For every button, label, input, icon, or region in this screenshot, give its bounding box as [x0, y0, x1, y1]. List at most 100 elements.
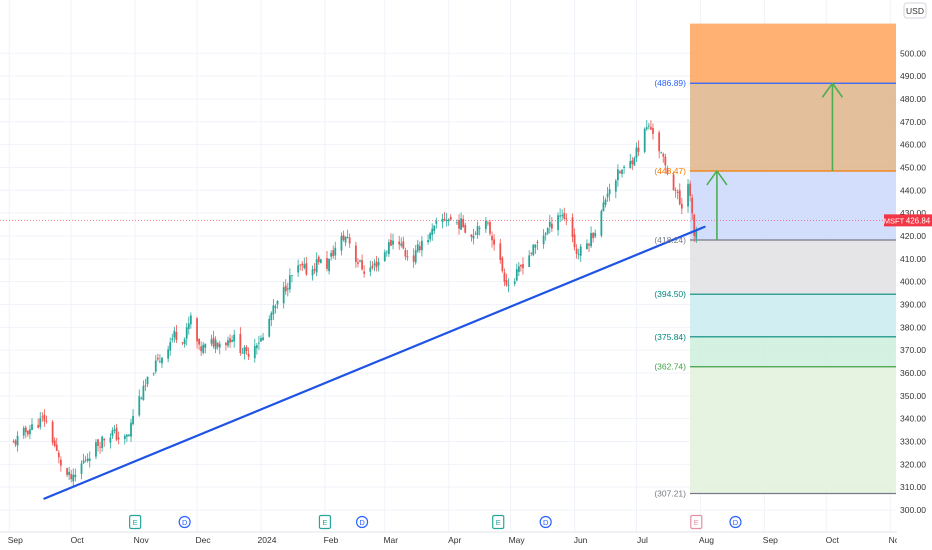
- candle[interactable]: [55, 437, 58, 452]
- event-marker-earnings[interactable]: E: [492, 514, 505, 530]
- candle[interactable]: [616, 164, 619, 187]
- candle[interactable]: [357, 258, 359, 268]
- candle[interactable]: [231, 335, 234, 343]
- candle[interactable]: [342, 230, 345, 242]
- candle[interactable]: [272, 299, 275, 321]
- target-arrows[interactable]: [706, 82, 844, 240]
- candle[interactable]: [649, 120, 652, 130]
- candle[interactable]: [276, 300, 279, 309]
- candle[interactable]: [546, 227, 549, 236]
- support-trendline[interactable]: [43, 225, 706, 500]
- candle[interactable]: [138, 389, 141, 417]
- candle[interactable]: [70, 469, 73, 483]
- candle[interactable]: [528, 250, 531, 268]
- candle[interactable]: [443, 211, 446, 222]
- candle[interactable]: [243, 345, 246, 360]
- candle[interactable]: [183, 337, 186, 348]
- candle[interactable]: [478, 225, 481, 236]
- event-marker-dividend[interactable]: D: [539, 515, 552, 529]
- candle[interactable]: [57, 450, 60, 464]
- candle[interactable]: [678, 183, 681, 206]
- candle[interactable]: [125, 434, 128, 443]
- candle[interactable]: [161, 357, 163, 369]
- candle[interactable]: [592, 232, 595, 243]
- candle[interactable]: [573, 228, 576, 251]
- candle[interactable]: [575, 244, 578, 259]
- candle[interactable]: [458, 214, 460, 235]
- candle[interactable]: [604, 197, 607, 208]
- candle[interactable]: [406, 249, 409, 261]
- candle[interactable]: [476, 221, 479, 239]
- candle[interactable]: [82, 453, 85, 464]
- candle[interactable]: [427, 234, 429, 245]
- candle[interactable]: [128, 433, 130, 437]
- candle[interactable]: [297, 259, 300, 277]
- candle[interactable]: [288, 268, 291, 293]
- candle[interactable]: [645, 120, 648, 131]
- candle[interactable]: [520, 264, 522, 272]
- candle[interactable]: [167, 345, 170, 363]
- candle[interactable]: [123, 434, 126, 445]
- candle[interactable]: [142, 380, 145, 401]
- candle[interactable]: [212, 330, 215, 349]
- candle[interactable]: [204, 343, 207, 354]
- candle[interactable]: [262, 332, 264, 341]
- candle[interactable]: [43, 409, 46, 427]
- candle[interactable]: [88, 451, 91, 468]
- candle[interactable]: [398, 235, 401, 250]
- candle[interactable]: [152, 372, 155, 376]
- candle[interactable]: [474, 231, 477, 236]
- event-marker-earnings-upcoming[interactable]: E: [690, 514, 703, 530]
- candle[interactable]: [658, 130, 661, 159]
- candle[interactable]: [693, 213, 696, 242]
- candle[interactable]: [588, 242, 590, 252]
- candle[interactable]: [418, 241, 421, 253]
- candle[interactable]: [41, 412, 44, 422]
- candle[interactable]: [233, 329, 236, 348]
- candle[interactable]: [387, 239, 390, 257]
- candle[interactable]: [284, 279, 287, 295]
- candle[interactable]: [402, 236, 405, 250]
- candle[interactable]: [14, 439, 17, 447]
- candle[interactable]: [414, 245, 417, 265]
- candle[interactable]: [354, 241, 357, 268]
- candle[interactable]: [532, 244, 535, 257]
- candle[interactable]: [154, 355, 157, 374]
- candle[interactable]: [385, 250, 388, 257]
- candle[interactable]: [390, 233, 392, 247]
- candle[interactable]: [513, 278, 516, 287]
- candle[interactable]: [691, 194, 694, 221]
- candle[interactable]: [26, 430, 29, 437]
- candle[interactable]: [445, 212, 448, 227]
- candle[interactable]: [544, 231, 547, 241]
- candle[interactable]: [689, 180, 691, 202]
- candle[interactable]: [633, 156, 636, 166]
- candle[interactable]: [225, 341, 227, 351]
- candle[interactable]: [29, 424, 31, 439]
- candle[interactable]: [340, 232, 343, 256]
- event-marker-earnings[interactable]: E: [318, 514, 332, 530]
- candle[interactable]: [109, 433, 112, 449]
- candle[interactable]: [534, 244, 537, 254]
- candle[interactable]: [375, 256, 378, 272]
- candle[interactable]: [132, 409, 134, 426]
- candle[interactable]: [255, 343, 258, 355]
- candle[interactable]: [171, 333, 174, 343]
- candle[interactable]: [39, 411, 42, 430]
- candle[interactable]: [214, 336, 217, 354]
- candle[interactable]: [229, 334, 231, 348]
- candle[interactable]: [460, 212, 462, 231]
- candle[interactable]: [348, 233, 351, 248]
- candle[interactable]: [600, 209, 603, 238]
- candle[interactable]: [181, 342, 184, 345]
- candle[interactable]: [635, 142, 638, 163]
- candle[interactable]: [643, 127, 646, 154]
- candle[interactable]: [103, 437, 106, 447]
- candle[interactable]: [542, 229, 545, 249]
- candle[interactable]: [299, 264, 302, 271]
- candle[interactable]: [282, 281, 285, 309]
- candle[interactable]: [602, 195, 605, 212]
- candle[interactable]: [303, 257, 306, 270]
- candle[interactable]: [363, 265, 366, 278]
